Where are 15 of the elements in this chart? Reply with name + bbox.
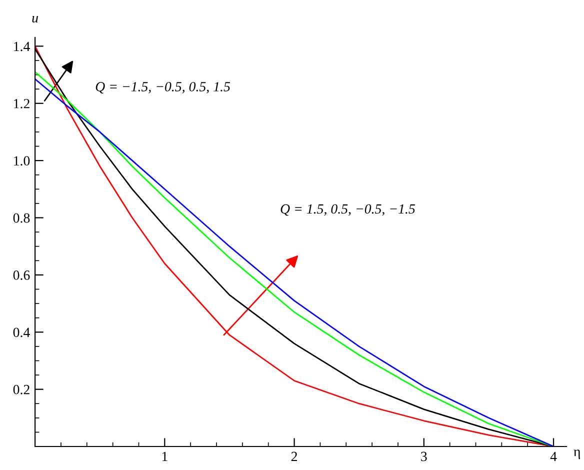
x-tick-label: 1 <box>162 452 168 461</box>
x-axis-title: η <box>574 450 580 460</box>
annotation: Q = 1.5, 0.5, −0.5, −1.5 <box>280 204 415 216</box>
annotation: Q = −1.5, −0.5, 0.5, 1.5 <box>96 82 230 94</box>
y-axis-title: u <box>32 16 38 23</box>
x-tick-label: 2 <box>291 452 297 461</box>
y-tick-label: 1.4 <box>14 42 30 52</box>
x-tick-label: 4 <box>550 452 557 461</box>
y-tick-label: 1.0 <box>14 156 30 166</box>
y-tick-label: 1.2 <box>14 98 30 108</box>
y-tick-label: 0.6 <box>13 270 30 280</box>
x-tick-label: 3 <box>421 452 427 462</box>
y-tick-label: 0.2 <box>13 384 30 394</box>
y-tick-label: 0.8 <box>13 213 30 223</box>
y-tick-label: 0.4 <box>13 328 30 338</box>
